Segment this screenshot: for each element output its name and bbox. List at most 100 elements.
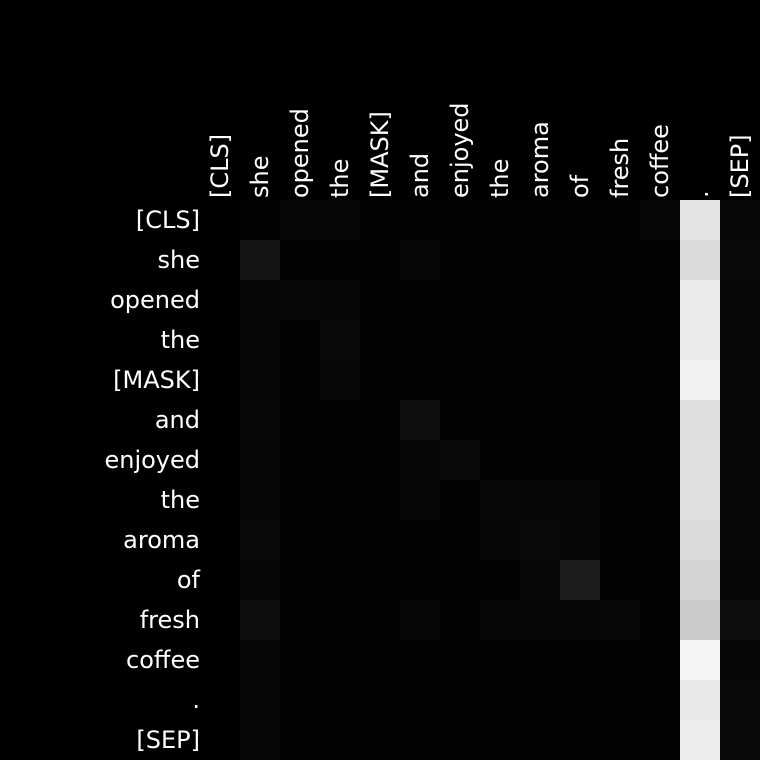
heatmap-cell	[560, 680, 600, 720]
heatmap-cell	[600, 480, 640, 520]
heatmap-cell	[320, 680, 360, 720]
heatmap-cell	[280, 640, 320, 680]
x-tick-label: [MASK]	[366, 111, 394, 198]
heatmap-cell	[560, 480, 600, 520]
y-tick-label: fresh	[140, 606, 200, 634]
heatmap-cell	[600, 440, 640, 480]
heatmap-cell	[200, 600, 240, 640]
heatmap-cell	[640, 200, 680, 240]
heatmap-cell	[320, 640, 360, 680]
heatmap-cell	[680, 480, 720, 520]
heatmap-cell	[320, 360, 360, 400]
heatmap-cell	[560, 360, 600, 400]
heatmap-cell	[440, 440, 480, 480]
heatmap-cell	[640, 400, 680, 440]
x-tick-label: enjoyed	[446, 102, 474, 198]
heatmap-cell	[280, 400, 320, 440]
heatmap-cell	[600, 360, 640, 400]
heatmap-cell	[360, 280, 400, 320]
heatmap-cell	[400, 520, 440, 560]
heatmap-cell	[280, 360, 320, 400]
heatmap-cell	[400, 480, 440, 520]
heatmap-cell	[520, 360, 560, 400]
heatmap-cell	[200, 720, 240, 760]
heatmap-cell	[520, 440, 560, 480]
heatmap-cell	[440, 640, 480, 680]
heatmap-cell	[600, 320, 640, 360]
heatmap-cell	[360, 200, 400, 240]
heatmap-cell	[360, 480, 400, 520]
heatmap-cell	[640, 440, 680, 480]
heatmap-cell	[400, 240, 440, 280]
heatmap-cell	[480, 680, 520, 720]
heatmap-cell	[320, 400, 360, 440]
x-tick-label: fresh	[606, 138, 634, 198]
y-tick-label: enjoyed	[104, 446, 200, 474]
heatmap-cell	[640, 480, 680, 520]
heatmap-cell	[400, 600, 440, 640]
heatmap-cell	[400, 280, 440, 320]
heatmap-cell	[280, 680, 320, 720]
heatmap-cell	[640, 560, 680, 600]
y-tick-label: opened	[110, 286, 200, 314]
heatmap-cell	[480, 280, 520, 320]
heatmap-cell	[640, 720, 680, 760]
heatmap-cell	[400, 680, 440, 720]
heatmap-cell	[600, 560, 640, 600]
heatmap-cell	[320, 280, 360, 320]
heatmap-cell	[520, 680, 560, 720]
heatmap-cell	[200, 560, 240, 600]
heatmap-cell	[640, 320, 680, 360]
heatmap-cell	[240, 640, 280, 680]
heatmap-cell	[600, 720, 640, 760]
heatmap-cell	[360, 600, 400, 640]
x-tick-label: aroma	[526, 121, 554, 198]
heatmap-cell	[640, 360, 680, 400]
heatmap-cell	[520, 400, 560, 440]
heatmap-cell	[720, 720, 760, 760]
heatmap-cell	[400, 360, 440, 400]
heatmap-cell	[600, 400, 640, 440]
y-tick-label: coffee	[126, 646, 200, 674]
heatmap-cell	[360, 560, 400, 600]
heatmap-cell	[280, 720, 320, 760]
heatmap-cell	[720, 480, 760, 520]
heatmap-cell	[240, 600, 280, 640]
heatmap-cell	[680, 560, 720, 600]
heatmap-cell	[480, 720, 520, 760]
heatmap-cell	[680, 600, 720, 640]
heatmap-cell	[240, 360, 280, 400]
heatmap-cell	[680, 360, 720, 400]
heatmap-cell	[720, 600, 760, 640]
heatmap-cell	[600, 280, 640, 320]
y-tick-label: .	[192, 686, 200, 714]
heatmap-cell	[400, 320, 440, 360]
heatmap-cell	[440, 480, 480, 520]
heatmap-cell	[400, 400, 440, 440]
heatmap-cell	[400, 440, 440, 480]
heatmap-cell	[520, 640, 560, 680]
heatmap-cell	[400, 720, 440, 760]
x-tick-label: coffee	[646, 124, 674, 198]
x-tick-label: she	[246, 156, 274, 198]
x-tick-label: the	[486, 159, 514, 198]
heatmap-cell	[440, 320, 480, 360]
heatmap-cell	[480, 640, 520, 680]
heatmap-cell	[200, 400, 240, 440]
heatmap-cell	[680, 400, 720, 440]
heatmap-cell	[480, 480, 520, 520]
y-tick-label: she	[158, 246, 200, 274]
y-tick-label: of	[177, 566, 201, 594]
heatmap-cell	[360, 320, 400, 360]
heatmap-cell	[720, 520, 760, 560]
heatmap-cell	[720, 200, 760, 240]
heatmap-cell	[200, 240, 240, 280]
heatmap-cell	[520, 240, 560, 280]
heatmap-cell	[680, 320, 720, 360]
heatmap-cell	[440, 720, 480, 760]
heatmap-cell	[240, 520, 280, 560]
heatmap-cell	[200, 520, 240, 560]
heatmap-cell	[600, 240, 640, 280]
heatmap-cell	[320, 520, 360, 560]
